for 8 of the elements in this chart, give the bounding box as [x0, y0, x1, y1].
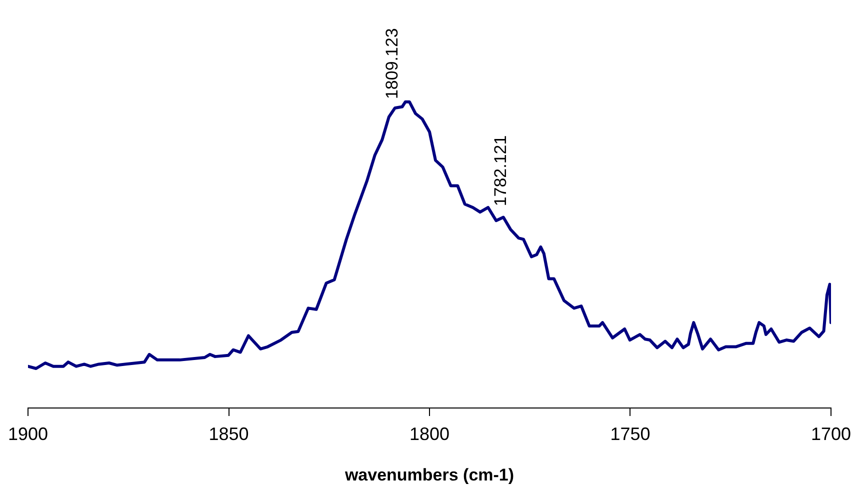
x-tick-label: 1800 — [409, 424, 450, 444]
x-tick-label: 1700 — [810, 424, 851, 444]
annotation: 1782.121 — [490, 135, 510, 206]
x-axis-title: wavenumbers (cm-1) — [344, 465, 514, 484]
x-tick-label: 1750 — [610, 424, 650, 444]
annotation: 1809.123 — [382, 28, 402, 100]
x-tick-label: 1850 — [208, 424, 249, 444]
x-tick-label: 1900 — [8, 424, 48, 444]
